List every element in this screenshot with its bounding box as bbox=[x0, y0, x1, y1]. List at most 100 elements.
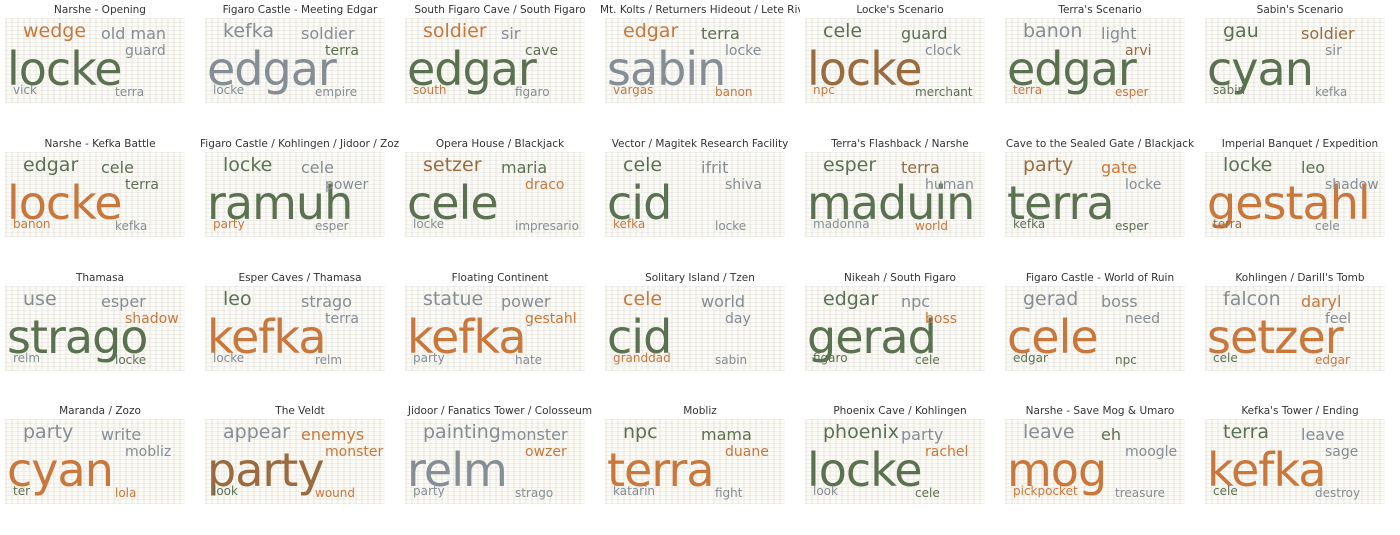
panel-title: Phoenix Cave / Kohlingen bbox=[833, 405, 967, 418]
word-cloud: sabin edgar terra locke vargas banon bbox=[605, 18, 785, 103]
wordcloud-panel: South Figaro Cave / South Figaro edgar sol… bbox=[400, 0, 600, 133]
cloud-word: shadow bbox=[1325, 176, 1379, 193]
word-cloud: cyan party write mobliz ter lola bbox=[5, 419, 185, 505]
dominant-word: ramuh bbox=[207, 175, 353, 230]
background-word-texture bbox=[205, 419, 385, 505]
cloud-word: empire bbox=[315, 85, 358, 99]
cloud-word: ifrit bbox=[701, 157, 729, 177]
cloud-word: daryl bbox=[1301, 291, 1342, 311]
wordcloud-panel: Floating Continent kefka statue power gestah… bbox=[400, 268, 600, 401]
dominant-word: cid bbox=[607, 175, 672, 230]
wordcloud-panel: Maranda / Zozo cyan party write mobliz ter lol… bbox=[0, 401, 200, 534]
dominant-word: gerad bbox=[807, 309, 937, 364]
panel-title: Imperial Banquet / Expedition bbox=[1221, 137, 1379, 150]
cloud-word: shadow bbox=[125, 310, 179, 327]
cloud-word: guard bbox=[901, 24, 948, 43]
cloud-word: statue bbox=[423, 287, 484, 310]
word-cloud: kefka leo strago terra locke relm bbox=[205, 285, 385, 371]
cloud-word: sir bbox=[501, 24, 521, 43]
cloud-word: falcon bbox=[1223, 287, 1281, 310]
cloud-word: soldier bbox=[423, 20, 487, 42]
panel-title: Nikeah / South Figaro bbox=[844, 271, 956, 284]
cloud-word: cele bbox=[1213, 350, 1238, 365]
dominant-word: edgar bbox=[1007, 42, 1137, 96]
dominant-word: cele bbox=[407, 175, 499, 230]
dominant-word: relm bbox=[407, 443, 508, 498]
dominant-word: kefka bbox=[207, 309, 327, 364]
cloud-word: gestahl bbox=[525, 310, 577, 327]
background-word-texture bbox=[805, 151, 985, 237]
cloud-word: boss bbox=[1101, 291, 1138, 311]
cloud-word: party bbox=[901, 425, 944, 445]
background-word-texture bbox=[1005, 419, 1185, 505]
cloud-word: destroy bbox=[1315, 486, 1361, 501]
background-word-texture bbox=[1005, 285, 1185, 371]
cloud-word: gate bbox=[1101, 157, 1138, 177]
cloud-word: cele bbox=[623, 153, 663, 176]
dominant-word: terra bbox=[607, 443, 715, 498]
cloud-word: painting bbox=[423, 421, 501, 444]
dominant-word: cyan bbox=[7, 443, 114, 498]
background-word-texture bbox=[5, 419, 185, 505]
panel-title: Terra's Scenario bbox=[1058, 4, 1142, 16]
cloud-word: sabin bbox=[715, 352, 748, 367]
wordcloud-panel: Sabin's Scenario cyan gau soldier sir sabin ke… bbox=[1200, 0, 1400, 133]
cloud-word: clock bbox=[925, 43, 961, 59]
cloud-word: figaro bbox=[813, 350, 848, 365]
word-cloud: relm painting monster owzer party strago bbox=[405, 419, 585, 505]
cloud-word: kefka bbox=[1013, 216, 1046, 231]
word-cloud: terra npc mama duane katarin fight bbox=[605, 419, 785, 505]
cloud-word: eh bbox=[1101, 425, 1121, 445]
cloud-word: npc bbox=[901, 291, 931, 311]
word-cloud: kefka statue power gestahl party hate bbox=[405, 285, 585, 371]
wordcloud-panel: Phoenix Cave / Kohlingen locke phoenix part… bbox=[800, 401, 1000, 534]
cloud-word: kefka bbox=[115, 218, 148, 233]
cloud-word: light bbox=[1101, 24, 1137, 43]
cloud-word: power bbox=[501, 291, 551, 311]
wordcloud-panel: Figaro Castle / Kohlingen / Jidoor / Zoz… bbox=[200, 134, 400, 267]
background-word-texture bbox=[405, 18, 585, 103]
word-cloud: locke edgar cele terra banon kefka bbox=[5, 151, 185, 237]
background-word-texture bbox=[1205, 151, 1385, 237]
cloud-word: south bbox=[413, 83, 447, 97]
cloud-word: old man bbox=[101, 24, 167, 43]
cloud-word: terra bbox=[1213, 216, 1243, 231]
word-cloud: edgar banon light arvi terra esper bbox=[1005, 18, 1185, 103]
background-word-texture bbox=[205, 151, 385, 237]
cloud-word: terra bbox=[125, 176, 159, 193]
cloud-word: vick bbox=[13, 83, 37, 97]
background-word-texture bbox=[805, 18, 985, 103]
cloud-word: power bbox=[325, 176, 369, 193]
wordcloud-panel: Thamasa strago use esper shadow relm locke bbox=[0, 268, 200, 401]
dominant-word: edgar bbox=[407, 42, 537, 96]
cloud-word: sir bbox=[1325, 43, 1342, 59]
cloud-word: boss bbox=[925, 310, 958, 327]
cloud-word: relm bbox=[315, 352, 343, 367]
panel-title: Narshe - Opening bbox=[54, 4, 146, 16]
wordcloud-panel: Esper Caves / Thamasa kefka leo strago terra… bbox=[200, 268, 400, 401]
cloud-word: edgar bbox=[1013, 350, 1048, 365]
wordcloud-panel: Terra's Scenario edgar banon light arvi terra… bbox=[1000, 0, 1200, 133]
cloud-word: day bbox=[725, 310, 751, 327]
cloud-word: edgar bbox=[623, 20, 679, 42]
panel-title: Figaro Castle - World of Ruin bbox=[1025, 271, 1175, 284]
cloud-word: locke bbox=[413, 216, 445, 231]
word-cloud: party appear enemys monster look wound bbox=[205, 419, 385, 505]
background-word-texture bbox=[405, 419, 585, 505]
cloud-word: kefka bbox=[1315, 85, 1348, 99]
cloud-word: party bbox=[413, 350, 445, 365]
cloud-word: enemys bbox=[301, 425, 365, 445]
cloud-word: gau bbox=[1223, 20, 1259, 42]
cloud-word: party bbox=[213, 216, 245, 231]
panel-title: Maranda / Zozo bbox=[59, 405, 141, 418]
cloud-word: esper bbox=[823, 153, 877, 176]
background-word-texture bbox=[605, 285, 785, 371]
cloud-word: cele bbox=[915, 352, 940, 367]
cloud-word: cele bbox=[1315, 218, 1340, 233]
cloud-word: merchant bbox=[915, 85, 973, 99]
cloud-word: locke bbox=[115, 352, 147, 367]
cloud-word: locke bbox=[223, 153, 273, 176]
cloud-word: leo bbox=[223, 287, 252, 310]
cloud-word: ter bbox=[13, 484, 31, 499]
cloud-word: katarin bbox=[613, 484, 656, 499]
